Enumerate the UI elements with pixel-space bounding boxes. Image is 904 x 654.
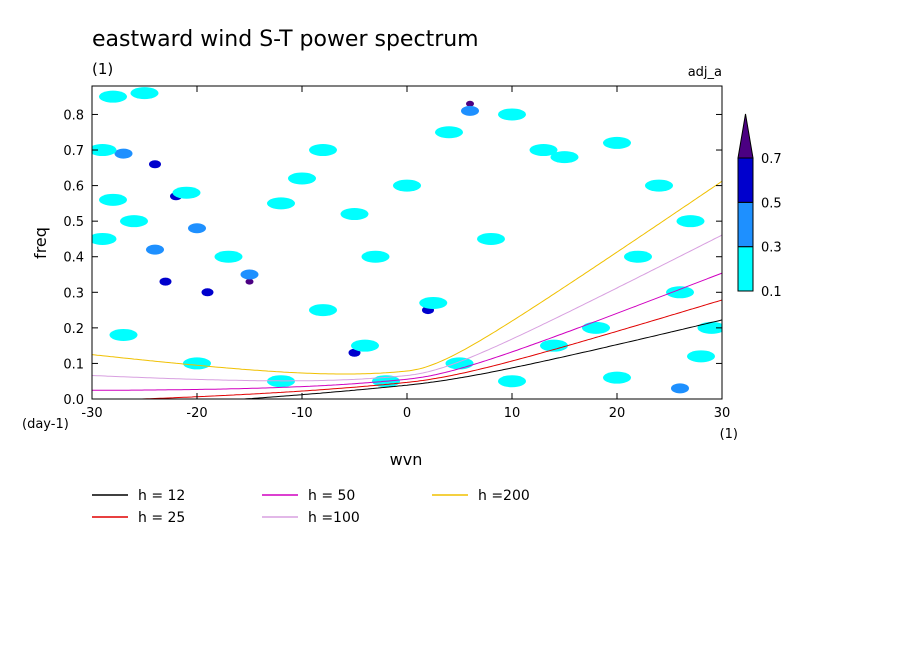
legend-label: h = 12 bbox=[138, 488, 185, 504]
contour-patch bbox=[435, 126, 463, 139]
y-tick-label: 0.4 bbox=[63, 251, 84, 266]
contour-patch bbox=[92, 232, 117, 245]
contour-patch bbox=[351, 339, 379, 352]
y-tick-label: 0.5 bbox=[63, 215, 84, 230]
colorbar-box bbox=[737, 246, 754, 292]
contour-patch bbox=[348, 348, 361, 357]
legend-label: h =100 bbox=[308, 510, 360, 526]
contour-patch bbox=[676, 215, 705, 228]
legend-label: h = 50 bbox=[308, 488, 355, 504]
contour-patch bbox=[159, 277, 172, 286]
y-tick-label: 0.2 bbox=[63, 322, 84, 337]
contour-patch bbox=[99, 90, 127, 103]
contour-patch bbox=[393, 179, 421, 192]
colorbar-box bbox=[737, 157, 754, 203]
contour-patch bbox=[671, 383, 689, 394]
contour-patch bbox=[461, 105, 479, 116]
contour-patch bbox=[240, 269, 259, 280]
x-unit-label: (1) bbox=[720, 427, 738, 442]
chart-subtitle: (1) bbox=[92, 60, 113, 78]
contour-patch bbox=[309, 304, 337, 317]
contour-patch bbox=[130, 87, 159, 100]
colorbar-box bbox=[737, 201, 754, 248]
x-tick-label: 30 bbox=[714, 406, 731, 421]
chart-tag: adj_a bbox=[688, 65, 722, 80]
contour-patch bbox=[309, 144, 337, 157]
contour-patch bbox=[529, 144, 558, 157]
contour-patch bbox=[687, 350, 715, 363]
legend: h = 12 h = 25 h = 50 h =100 h =200 bbox=[92, 488, 530, 526]
y-tick-label: 0.1 bbox=[63, 357, 84, 372]
x-tick-label: -10 bbox=[291, 406, 312, 421]
contour-patch bbox=[183, 357, 211, 370]
colorbar-label: 0.7 bbox=[761, 152, 782, 167]
x-tick-label: -30 bbox=[81, 406, 102, 421]
colorbar-label: 0.5 bbox=[761, 196, 782, 211]
contour-patch bbox=[603, 371, 631, 384]
contour-patch bbox=[114, 148, 133, 159]
contour-patch bbox=[498, 108, 526, 121]
chart-title: eastward wind S-T power spectrum bbox=[92, 27, 479, 52]
dispersion-curve-0 bbox=[92, 319, 722, 399]
contour-patch bbox=[99, 193, 127, 206]
y-tick-label: 0.6 bbox=[63, 180, 84, 195]
contour-patch bbox=[603, 136, 631, 149]
legend-label: h =200 bbox=[478, 488, 530, 504]
contour-patch bbox=[477, 232, 505, 245]
contour-patch bbox=[288, 172, 316, 185]
contour-patch bbox=[666, 286, 694, 299]
contour-patch bbox=[245, 278, 254, 285]
dispersion-curve-2 bbox=[92, 272, 722, 391]
colorbar: 0.1 0.3 0.5 0.7 bbox=[737, 113, 782, 300]
contour-patch bbox=[146, 244, 164, 255]
contour-patch bbox=[201, 288, 214, 297]
plot-frame bbox=[91, 85, 723, 400]
x-axis-label: wvn bbox=[390, 450, 423, 469]
contour-patch bbox=[172, 186, 201, 199]
contour-patch bbox=[267, 197, 295, 210]
y-tick-label: 0.0 bbox=[63, 393, 84, 408]
contour-patch bbox=[419, 296, 448, 309]
dispersion-curve-4 bbox=[92, 180, 722, 375]
x-tick-label: 10 bbox=[504, 406, 521, 421]
y-unit-label: (day-1) bbox=[22, 417, 69, 432]
contour-patch bbox=[550, 151, 579, 164]
contour-patch bbox=[540, 339, 568, 352]
plot-area: -30 -20 -10 0 10 20 30 0.0 0.1 0.2 0.3 0.4 0.5 0.6 0.7… bbox=[63, 85, 731, 421]
legend-label: h = 25 bbox=[138, 510, 185, 526]
y-tick-label: 0.3 bbox=[63, 286, 84, 301]
contour-patch bbox=[466, 100, 474, 107]
contour-patch bbox=[149, 160, 161, 169]
colorbar-arrow bbox=[737, 113, 754, 159]
x-tick-label: -20 bbox=[186, 406, 207, 421]
contour-patch bbox=[361, 250, 390, 263]
contour-patch bbox=[645, 179, 673, 192]
y-tick-label: 0.7 bbox=[63, 144, 84, 159]
dispersion-curve-1 bbox=[92, 299, 722, 399]
contour-patch bbox=[109, 328, 138, 341]
contour-patch bbox=[498, 375, 526, 388]
contour-patch bbox=[214, 250, 243, 263]
contour-patch bbox=[120, 215, 148, 228]
y-tick-label: 0.8 bbox=[63, 108, 84, 123]
contour-patch bbox=[188, 223, 206, 234]
contour-patch bbox=[582, 321, 610, 334]
contour-patch bbox=[340, 208, 369, 221]
contour-patch bbox=[697, 321, 722, 334]
contour-patch bbox=[92, 144, 117, 157]
x-tick-label: 20 bbox=[609, 406, 626, 421]
colorbar-label: 0.3 bbox=[761, 241, 782, 256]
y-axis-label: freq bbox=[31, 227, 50, 259]
dispersion-curve-3 bbox=[92, 234, 722, 382]
x-tick-label: 0 bbox=[403, 406, 411, 421]
contour-patch bbox=[624, 250, 652, 263]
contour-patch bbox=[445, 357, 474, 370]
colorbar-label: 0.1 bbox=[761, 285, 782, 300]
